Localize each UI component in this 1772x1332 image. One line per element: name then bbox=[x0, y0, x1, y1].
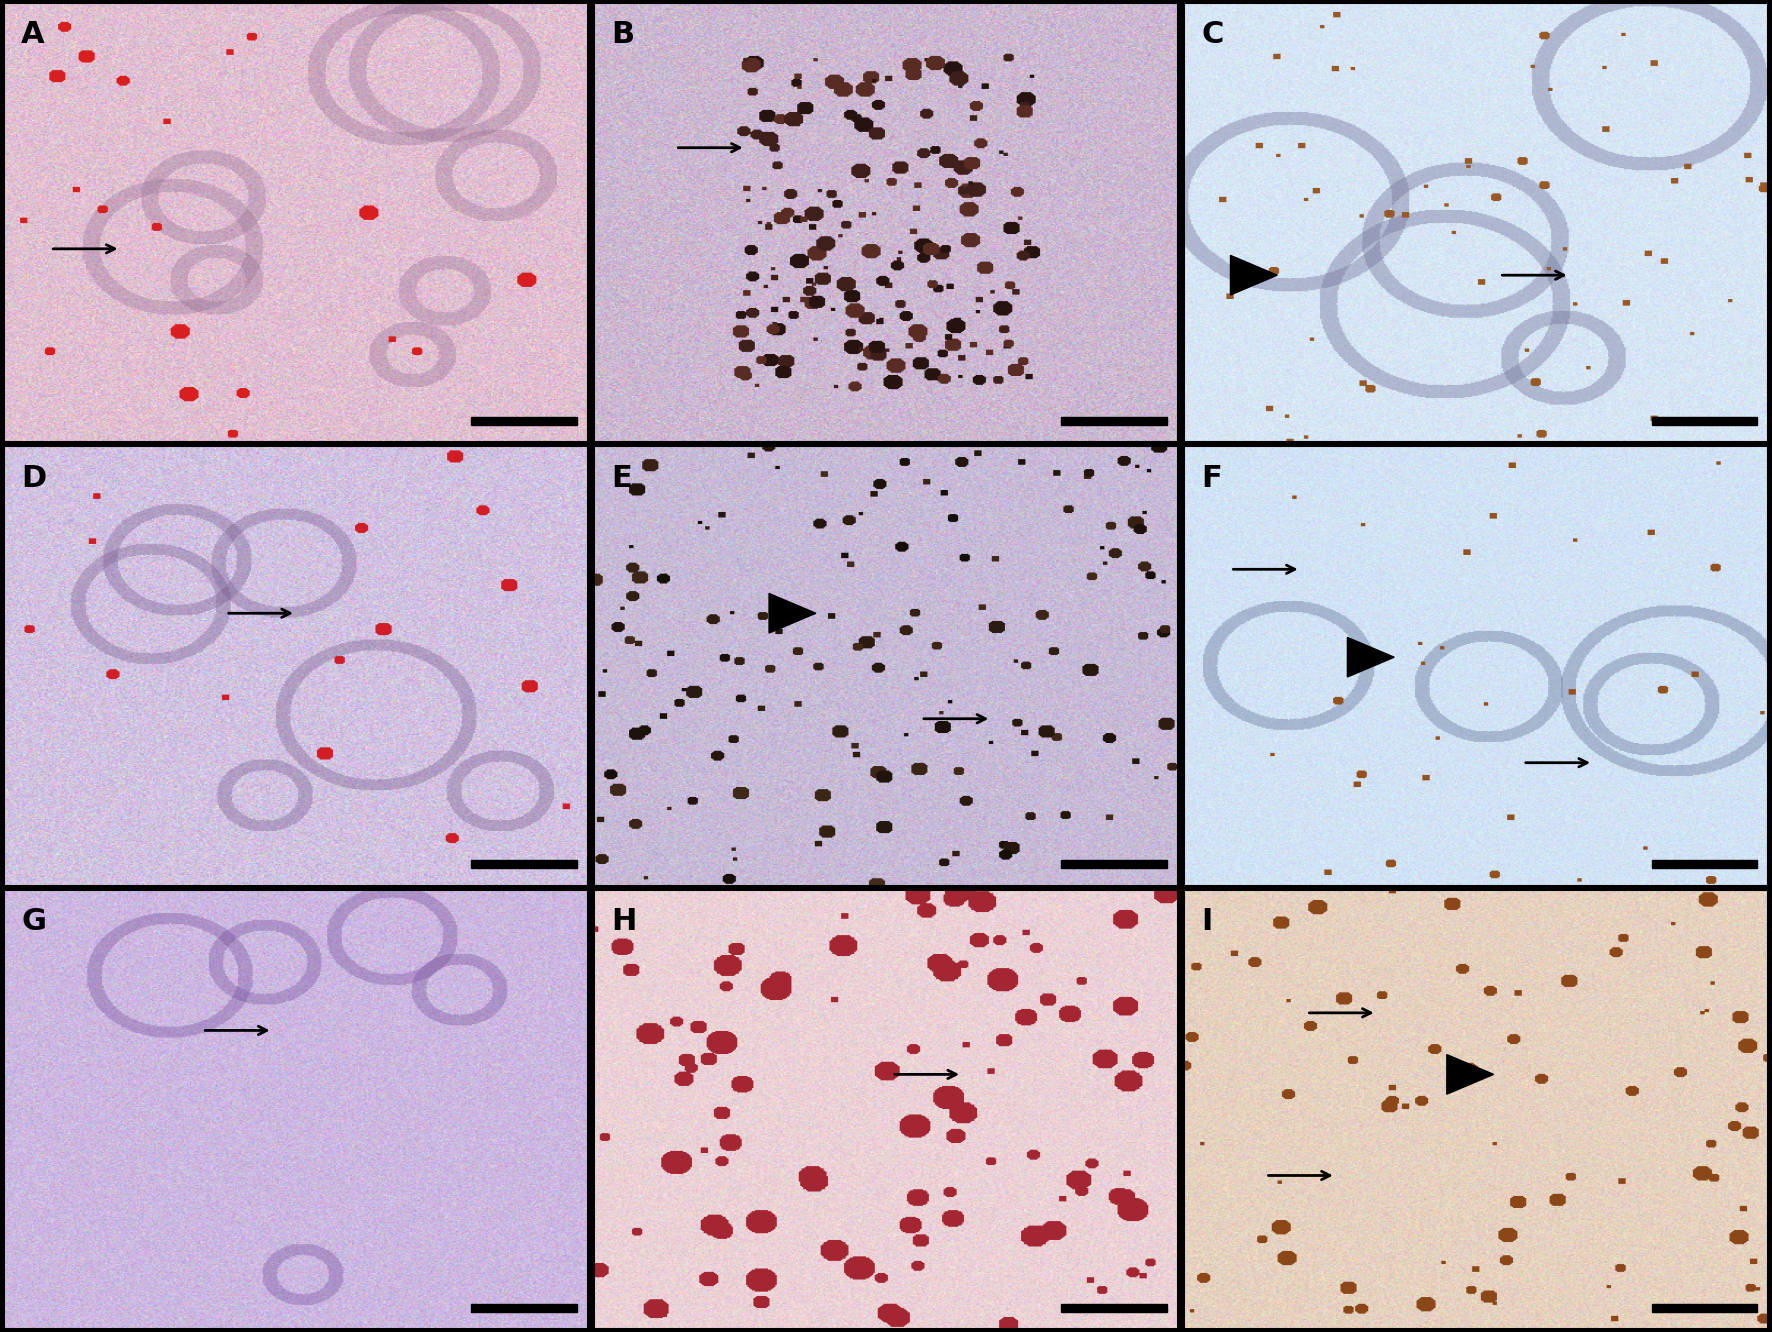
Text: D: D bbox=[21, 464, 46, 493]
Text: H: H bbox=[611, 907, 636, 936]
Bar bbox=[471, 1304, 576, 1312]
Bar bbox=[471, 417, 576, 425]
Bar bbox=[1061, 417, 1166, 425]
Bar bbox=[1652, 1304, 1756, 1312]
Bar bbox=[1061, 860, 1166, 868]
Text: I: I bbox=[1201, 907, 1212, 936]
Text: G: G bbox=[21, 907, 46, 936]
Text: F: F bbox=[1201, 464, 1223, 493]
Text: B: B bbox=[611, 20, 634, 49]
Bar bbox=[1652, 417, 1756, 425]
Bar bbox=[471, 860, 576, 868]
Polygon shape bbox=[769, 594, 815, 633]
Bar bbox=[1061, 1304, 1166, 1312]
Text: A: A bbox=[21, 20, 44, 49]
Polygon shape bbox=[1230, 256, 1278, 294]
Polygon shape bbox=[1446, 1055, 1494, 1094]
Text: C: C bbox=[1201, 20, 1224, 49]
Bar bbox=[1652, 860, 1756, 868]
Text: E: E bbox=[611, 464, 633, 493]
Polygon shape bbox=[1347, 638, 1395, 677]
